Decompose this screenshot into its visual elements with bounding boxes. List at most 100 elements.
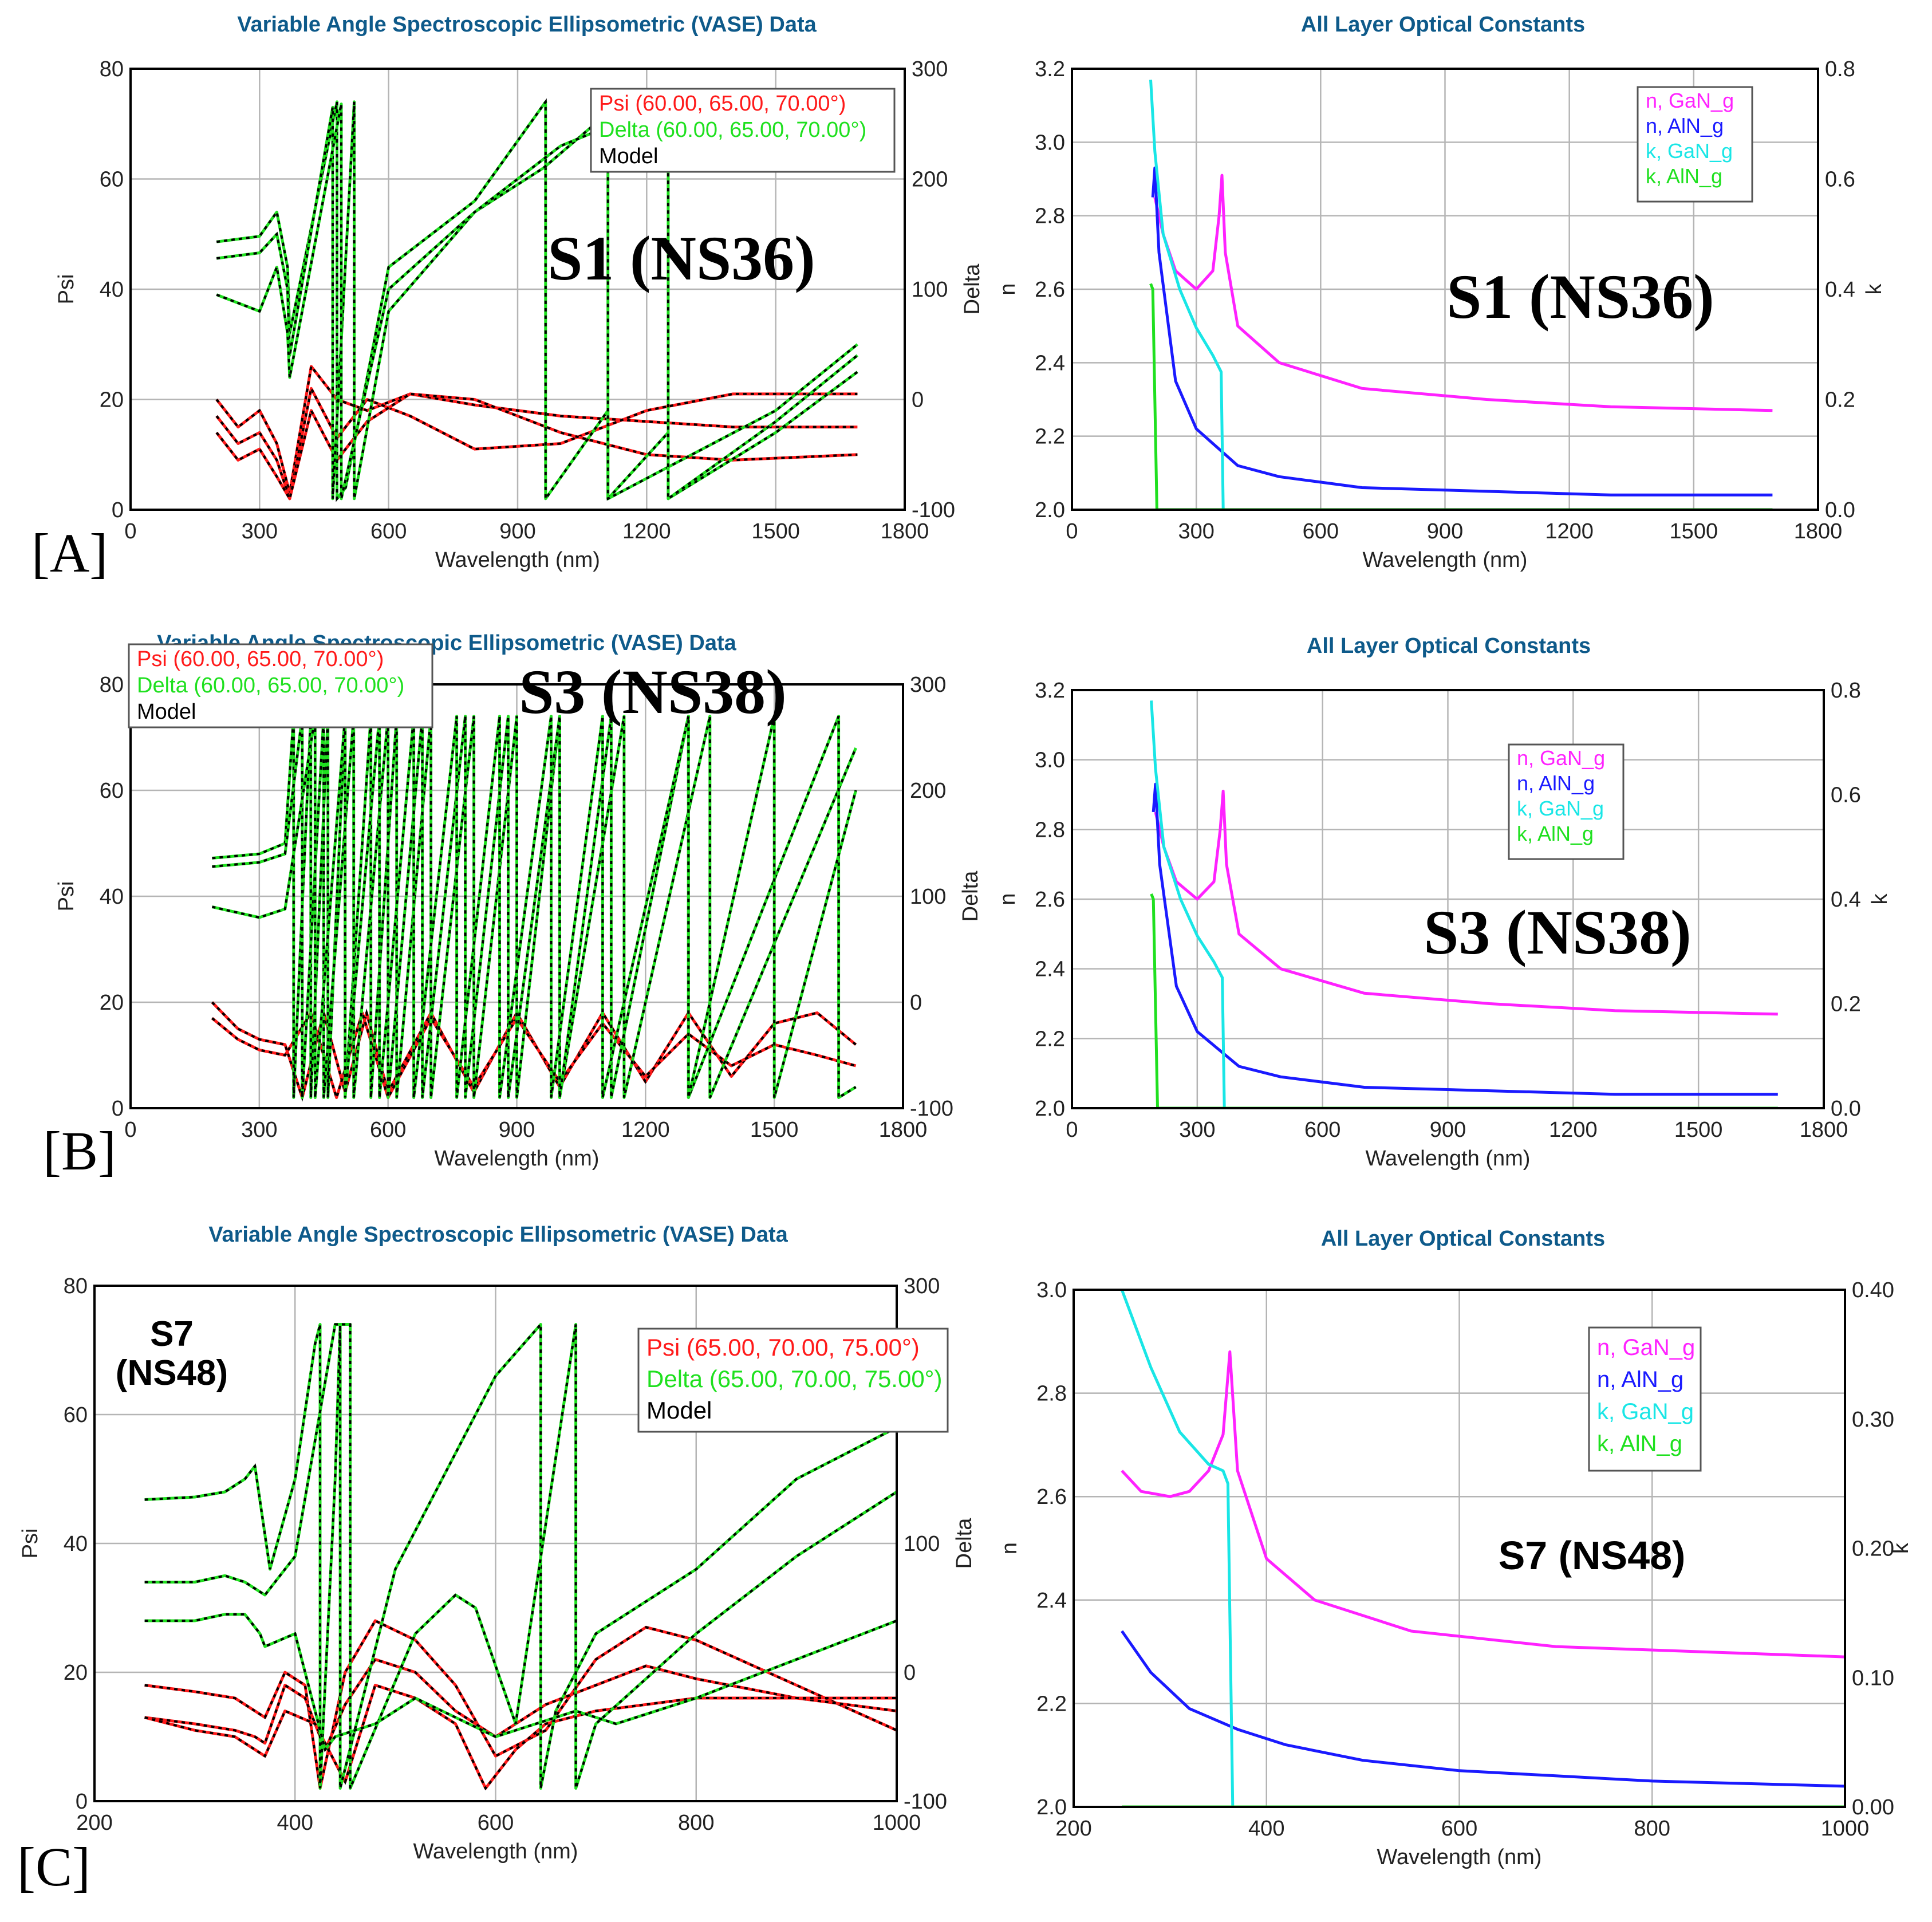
legend-entry: k, AlN_g xyxy=(1646,164,1722,188)
x-tick-label: 300 xyxy=(1179,1118,1215,1142)
plot-area xyxy=(211,715,858,1102)
x-axis-label: Wavelength (nm) xyxy=(1377,1845,1542,1869)
y2-tick-label: 0.6 xyxy=(1831,783,1861,808)
chart-c-left: Variable Angle Spectroscopic Ellipsometr… xyxy=(18,1223,976,1864)
y-tick-label: 3.2 xyxy=(1035,679,1065,703)
legend: Psi (60.00, 65.00, 70.00°) Delta (60.00, … xyxy=(128,643,433,728)
y2-tick-label: 100 xyxy=(904,1532,940,1556)
sample-annotation: S1 (NS36) xyxy=(547,223,815,293)
series-line-k-aln-g xyxy=(1150,893,1778,1108)
x-tick-label: 300 xyxy=(241,1118,277,1142)
legend-entry: k, GaN_g xyxy=(1646,139,1733,163)
y-axis-label: Psi xyxy=(18,1529,42,1559)
y2-tick-label: -100 xyxy=(904,1790,947,1814)
y-tick-label: 2.4 xyxy=(1036,1589,1067,1613)
x-tick-label: 600 xyxy=(370,1118,406,1142)
legend-entry: n, AlN_g xyxy=(1646,114,1724,137)
series-line-n-aln-g xyxy=(1121,1630,1845,1788)
series-line-k-gan-g xyxy=(1149,80,1773,510)
y2-tick-label: 0.4 xyxy=(1825,278,1855,302)
x-tick-label: 1800 xyxy=(1794,519,1843,543)
y2-axis-label: Delta xyxy=(952,1518,976,1569)
legend-box xyxy=(1588,1326,1702,1472)
y2-tick-label: 0.2 xyxy=(1831,992,1861,1017)
y-tick-label: 0 xyxy=(112,498,124,522)
plot-frame xyxy=(1073,1289,1846,1808)
y-tick-label: 20 xyxy=(64,1661,88,1685)
legend-box xyxy=(1508,743,1625,860)
plot-area xyxy=(1150,700,1778,1108)
y2-tick-label: 0.20 xyxy=(1852,1537,1894,1561)
chart-title: All Layer Optical Constants xyxy=(1321,1227,1605,1251)
model-line-delta-70 xyxy=(216,100,858,501)
model-line-delta-65 xyxy=(216,101,858,501)
y2-tick-label: 0.10 xyxy=(1852,1666,1894,1690)
legend-box xyxy=(1637,86,1753,203)
y-tick-label: 2.4 xyxy=(1035,351,1065,375)
plot-frame xyxy=(129,683,904,1109)
model-line-delta-75 xyxy=(144,1613,897,1752)
x-tick-label: 900 xyxy=(499,1118,535,1142)
sample-annotation: S1 (NS36) xyxy=(1446,262,1714,332)
plot-area xyxy=(144,1321,897,1791)
y-axis-label: n xyxy=(996,893,1020,905)
chart-b-left: Variable Angle Spectroscopic Ellipsometr… xyxy=(54,631,983,1171)
model-line-delta-70 xyxy=(211,716,857,1098)
y2-tick-label: 0.4 xyxy=(1831,888,1861,912)
panel-label-c: [C] xyxy=(17,1836,90,1897)
y-tick-label: 60 xyxy=(64,1403,88,1427)
chart-title: All Layer Optical Constants xyxy=(1307,634,1591,658)
y-tick-label: 3.0 xyxy=(1036,1278,1067,1302)
chart-title: All Layer Optical Constants xyxy=(1301,13,1585,37)
plot-area xyxy=(215,98,858,503)
y2-tick-label: 0.0 xyxy=(1825,498,1855,522)
model-line-psi-70 xyxy=(144,1658,897,1753)
plot-area xyxy=(1149,80,1773,510)
y2-tick-label: -100 xyxy=(912,498,955,522)
legend-entry: Model xyxy=(137,700,196,724)
model-line-psi-65 xyxy=(144,1619,897,1789)
model-line-delta-60 xyxy=(216,98,858,503)
series-line-delta-70 xyxy=(144,1323,897,1790)
y-tick-label: 2.0 xyxy=(1035,498,1065,522)
y2-tick-label: 300 xyxy=(904,1274,940,1298)
plot-frame xyxy=(1071,68,1819,511)
panel-label-a: [A] xyxy=(31,522,108,584)
y-axis-label: n xyxy=(996,283,1020,295)
x-tick-label: 1200 xyxy=(1545,519,1594,543)
y-tick-label: 3.0 xyxy=(1035,749,1065,773)
model-line-psi-60 xyxy=(215,363,858,494)
x-tick-label: 400 xyxy=(1248,1817,1284,1841)
x-tick-label: 300 xyxy=(242,519,278,543)
x-tick-label: 1000 xyxy=(1821,1817,1870,1841)
y-tick-label: 2.2 xyxy=(1035,1027,1065,1051)
x-tick-label: 200 xyxy=(76,1811,112,1835)
y2-tick-label: 300 xyxy=(912,57,948,81)
y-tick-label: 0 xyxy=(76,1790,88,1814)
legend-entry: k, GaN_g xyxy=(1517,797,1604,820)
x-tick-label: 600 xyxy=(478,1811,514,1835)
x-axis-label: Wavelength (nm) xyxy=(435,1147,600,1171)
series-line-n-gan-g xyxy=(1121,1350,1845,1659)
series-line-n-aln-g xyxy=(1151,166,1773,497)
y-tick-label: 2.2 xyxy=(1035,425,1065,449)
x-tick-label: 1500 xyxy=(751,519,800,543)
legend-entry: Delta (65.00, 70.00, 75.00°) xyxy=(646,1365,942,1392)
panel-labels: [A] [B] [C] xyxy=(17,522,116,1897)
x-tick-label: 1200 xyxy=(1549,1118,1598,1142)
chart-a-right: All Layer Optical Constants 0 300 600 900 120… xyxy=(996,13,1886,572)
legend-entry: n, AlN_g xyxy=(1597,1367,1683,1392)
y-tick-label: 0 xyxy=(112,1097,124,1121)
x-axis-label: Wavelength (nm) xyxy=(1363,548,1528,572)
plot-area xyxy=(1120,1290,1845,1807)
y-tick-label: 2.6 xyxy=(1036,1485,1067,1509)
x-tick-label: 1800 xyxy=(881,519,929,543)
series-line-psi-70 xyxy=(215,392,858,501)
x-tick-label: 1500 xyxy=(750,1118,799,1142)
y-tick-label: 80 xyxy=(100,673,124,697)
x-tick-label: 1000 xyxy=(873,1811,921,1835)
legend-entry: Psi (60.00, 65.00, 70.00°) xyxy=(137,647,384,671)
y2-axis-label: Delta xyxy=(960,263,984,315)
legend-box xyxy=(590,88,896,173)
